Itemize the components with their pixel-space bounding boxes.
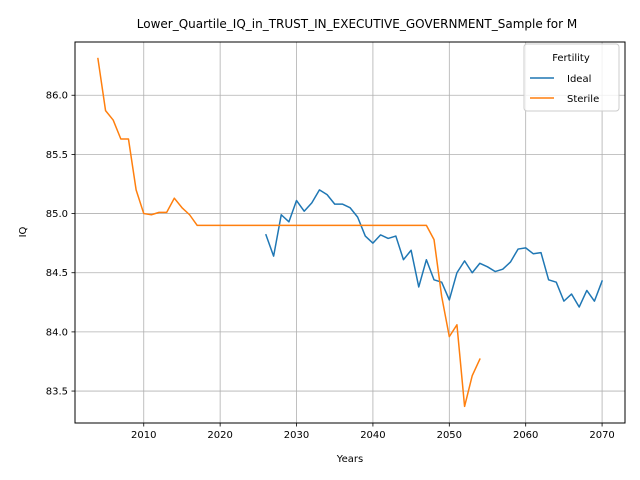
x-tick-label: 2020 (207, 430, 232, 441)
y-tick-label: 86.0 (46, 91, 68, 102)
y-tick-label: 85.5 (46, 150, 68, 161)
series-layer (97, 57, 604, 408)
legend-label-sterile: Sterile (567, 94, 599, 105)
legend: Fertility Ideal Sterile (523, 43, 620, 112)
y-axis-label: IQ (18, 226, 29, 237)
chart-title: Lower_Quartile_IQ_in_TRUST_IN_EXECUTIVE_… (137, 17, 577, 31)
grid (75, 42, 625, 423)
legend-box (523, 43, 620, 112)
y-tick-label: 83.5 (46, 387, 68, 398)
x-tick-label: 2010 (131, 430, 156, 441)
x-tick-label: 2050 (437, 430, 462, 441)
x-tick-label: 2070 (589, 430, 614, 441)
x-axis-label: Years (336, 454, 363, 465)
series-line-ideal (265, 189, 604, 308)
y-tick-label: 84.5 (46, 268, 68, 279)
plot-frame (74, 41, 626, 424)
y-tick-label: 85.0 (46, 209, 68, 220)
series-line-sterile (97, 57, 481, 408)
x-tick-label: 2030 (284, 430, 309, 441)
x-tick-label: 2060 (513, 430, 538, 441)
y-axis: 83.5 84.0 84.5 85.0 85.5 86.0 (46, 91, 75, 398)
x-axis: 2010 2020 2030 2040 2050 2060 2070 (131, 423, 615, 441)
legend-title: Fertility (552, 53, 590, 64)
legend-label-ideal: Ideal (567, 74, 591, 85)
x-tick-label: 2040 (360, 430, 385, 441)
y-tick-label: 84.0 (46, 327, 68, 338)
